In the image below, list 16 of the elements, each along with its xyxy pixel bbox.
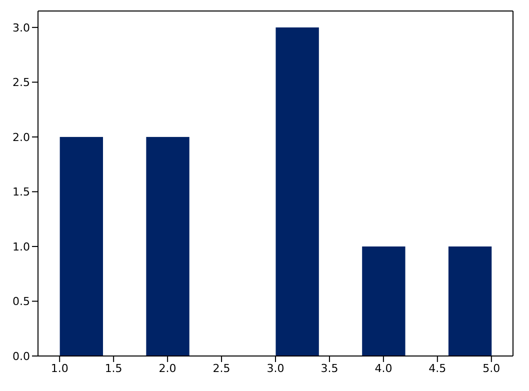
y-tick-label: 2.5 xyxy=(12,76,30,90)
x-tick-label: 4.5 xyxy=(428,362,446,375)
x-tick-label: 2.0 xyxy=(158,362,176,375)
x-tick-label: 2.5 xyxy=(212,362,230,375)
x-tick-label: 1.5 xyxy=(104,362,122,375)
x-tick-label: 5.0 xyxy=(482,362,500,375)
y-tick-label: 0.0 xyxy=(12,350,30,363)
y-tick-label: 1.5 xyxy=(12,186,30,199)
x-tick-label: 1.0 xyxy=(50,362,68,375)
y-tick-label: 2.0 xyxy=(12,130,30,144)
x-tick-label: 3.5 xyxy=(320,362,338,375)
y-tick-label: 3.0 xyxy=(12,21,30,34)
y-tick-label: 0.5 xyxy=(12,295,30,308)
x-tick-label: 3.0 xyxy=(266,362,284,375)
x-tick-label: 4.0 xyxy=(374,362,392,375)
y-tick-label: 1.0 xyxy=(12,240,30,254)
